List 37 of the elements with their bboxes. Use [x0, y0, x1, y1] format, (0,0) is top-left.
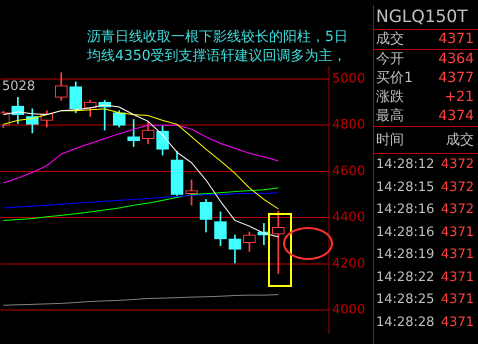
- text: 14:28:16: [376, 224, 434, 242]
- text: NGLQ150T: [374, 5, 478, 30]
- text: 4372: [440, 156, 474, 174]
- text: 时间: [376, 131, 404, 150]
- text: 14:28:28: [376, 314, 434, 332]
- text: 4371: [440, 224, 474, 242]
- text: 14:28:16: [376, 201, 434, 219]
- y-tick-label: 4600: [332, 164, 366, 179]
- text: 买价1: [376, 69, 413, 88]
- y-tick-label: 5000: [332, 71, 366, 86]
- y-tick-label: 4000: [332, 302, 366, 318]
- text: 4371: [440, 291, 474, 309]
- text: 成交: [376, 30, 404, 49]
- text: 4371: [438, 30, 474, 49]
- text: 14:28:25: [376, 291, 434, 309]
- text: 14:28:12: [376, 156, 434, 174]
- annotation: 5028: [2, 78, 36, 94]
- text: 4377: [438, 69, 474, 88]
- text: 14:28:19: [376, 246, 434, 264]
- text: 4374: [438, 107, 474, 126]
- text: 4371: [440, 268, 474, 286]
- text: 4372: [440, 201, 474, 219]
- text: 14:28:15: [376, 178, 434, 196]
- text: 14:28:22: [376, 268, 434, 286]
- text: +21: [444, 88, 474, 107]
- y-tick-label: 4200: [332, 256, 366, 272]
- text: 成交: [446, 131, 474, 150]
- text: 涨跌: [376, 88, 404, 107]
- y-tick-label: 4400: [332, 210, 366, 226]
- y-tick-label: 4800: [332, 118, 366, 133]
- text: 最高: [376, 107, 404, 126]
- text: 4371: [440, 246, 474, 264]
- annotation: 沥青日线收取一根下影线较长的阳柱，5日均线4350受到支撑语轩建议回调多为主，: [87, 28, 355, 66]
- text: 4371: [440, 314, 474, 332]
- text: 4364: [438, 50, 474, 69]
- text: 今开: [376, 50, 404, 69]
- text: 4372: [440, 178, 474, 196]
